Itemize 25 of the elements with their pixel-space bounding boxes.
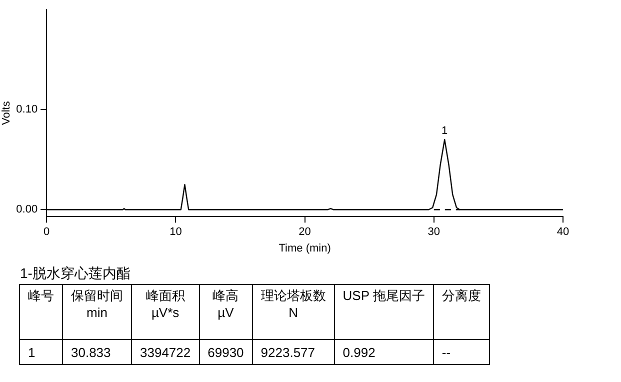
text: 1 (20, 340, 62, 364)
text: 理论塔板数 N (252, 284, 334, 340)
x-tick-label: 40 (556, 226, 570, 238)
text: 0.992 (334, 340, 434, 364)
text: 保留时间 min (62, 284, 132, 340)
text: 峰面积 µV*s (132, 284, 200, 340)
text: 3394722 (132, 340, 200, 364)
annotation: 1 (442, 125, 448, 138)
text: 30.833 (62, 340, 132, 364)
text: -- (433, 340, 490, 364)
text: 1-脱水穿心莲内酯 (20, 265, 130, 283)
text: 峰号 (20, 284, 62, 340)
x-tick-label: 30 (428, 226, 440, 238)
y-tick-label: 0.00 (16, 204, 38, 216)
text: USP 拖尾因子 (334, 284, 434, 340)
x-tick-label: 10 (170, 226, 182, 238)
x-tick-label: 20 (298, 226, 311, 238)
x-axis-title: Time (min) (278, 242, 331, 254)
y-axis-title: Volts (0, 100, 13, 126)
x-tick-label: 0 (44, 226, 50, 238)
y-tick-label: 0.10 (16, 104, 38, 116)
text: 峰高 µV (199, 284, 252, 340)
text: 9223.577 (252, 340, 334, 364)
text: 69930 (199, 340, 252, 364)
text: 分离度 (433, 284, 490, 340)
